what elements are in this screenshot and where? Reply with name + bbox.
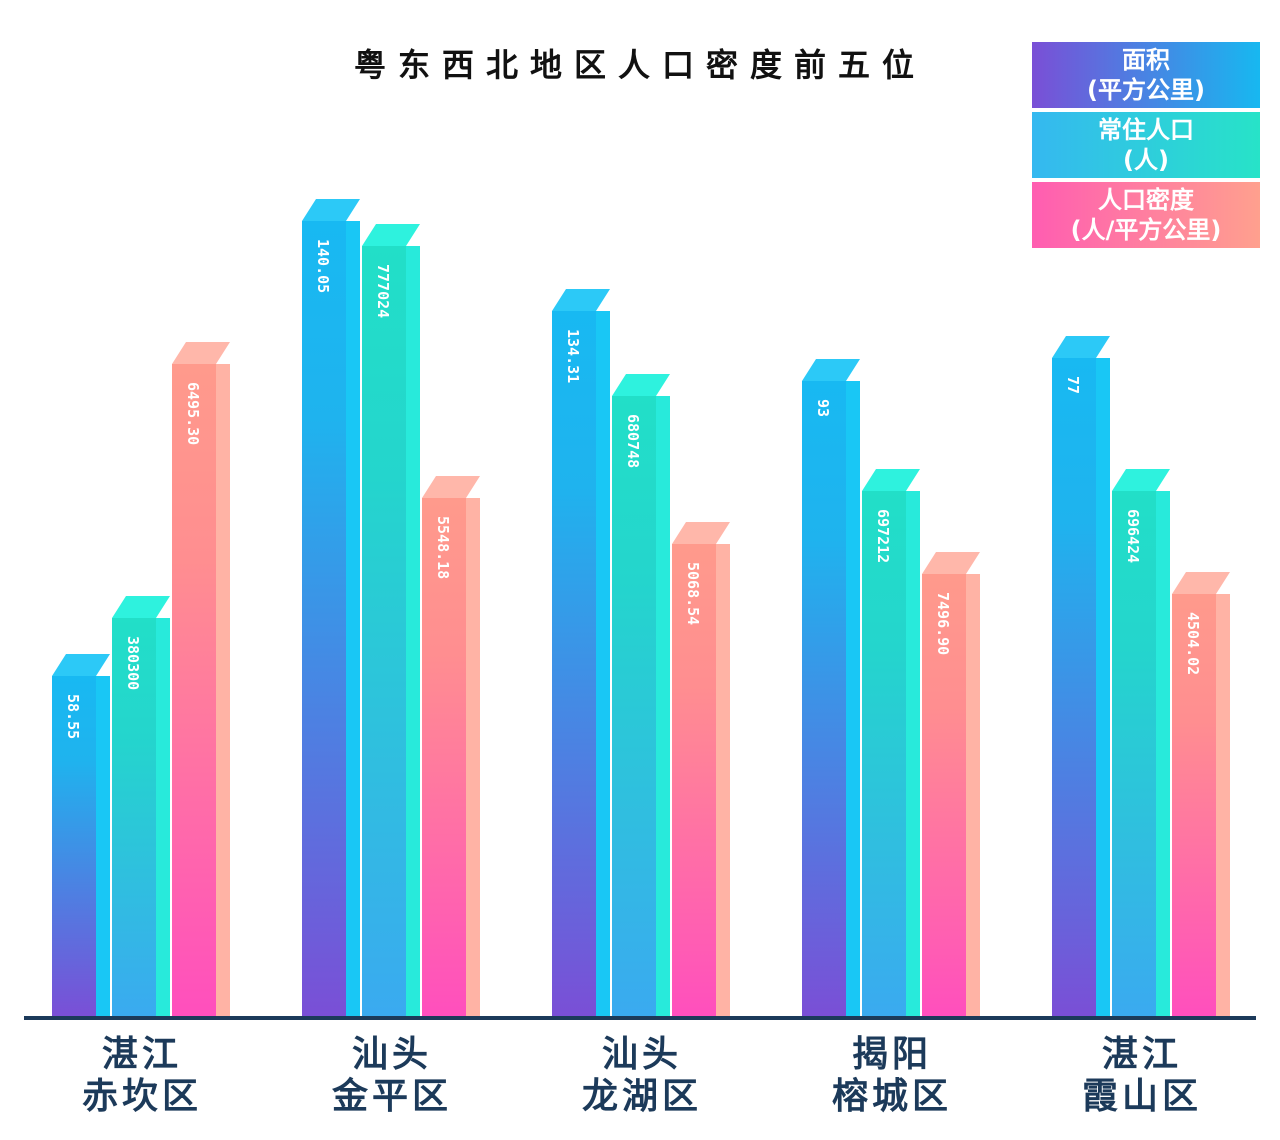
category-label: 湛江 霞山区 bbox=[1081, 1034, 1202, 1117]
legend-population: 常住人口 (人) bbox=[1032, 112, 1260, 178]
bar: 7496.90 bbox=[922, 552, 980, 1016]
category-label: 汕头 金平区 bbox=[331, 1034, 452, 1117]
bar-value-label: 58.55 bbox=[64, 694, 82, 740]
bar-value-label: 4504.02 bbox=[1184, 612, 1202, 676]
category-label: 湛江 赤坎区 bbox=[81, 1034, 202, 1117]
legend-area: 面积 (平方公里) bbox=[1032, 42, 1260, 108]
bar-value-label: 696424 bbox=[1124, 509, 1142, 564]
legend-unit: (人) bbox=[1123, 146, 1169, 174]
legend-unit: (人/平方公里) bbox=[1070, 216, 1222, 244]
legend-label: 人口密度 bbox=[1098, 186, 1194, 214]
bar: 380300 bbox=[112, 596, 170, 1016]
bar-value-label: 140.05 bbox=[314, 239, 332, 294]
bar: 697212 bbox=[862, 469, 920, 1016]
bar-value-label: 680748 bbox=[624, 414, 642, 469]
bar: 134.31 bbox=[552, 289, 610, 1016]
bar: 93 bbox=[802, 359, 860, 1016]
bar-value-label: 77 bbox=[1064, 376, 1082, 395]
bar: 5068.54 bbox=[672, 522, 730, 1016]
legend-unit: (平方公里) bbox=[1087, 76, 1205, 104]
legend-label: 面积 bbox=[1122, 46, 1170, 74]
legend-density: 人口密度 (人/平方公里) bbox=[1032, 182, 1260, 248]
bar: 680748 bbox=[612, 374, 670, 1016]
bar-value-label: 5548.18 bbox=[434, 516, 452, 580]
bar-value-label: 7496.90 bbox=[934, 592, 952, 656]
bar: 4504.02 bbox=[1172, 572, 1230, 1016]
chart-title: 粤东西北地区人口密度前五位 bbox=[353, 46, 926, 84]
x-axis bbox=[24, 1016, 1256, 1020]
category-label: 汕头 龙湖区 bbox=[581, 1034, 702, 1117]
bar-value-label: 697212 bbox=[874, 509, 892, 564]
bar-value-label: 6495.30 bbox=[184, 382, 202, 446]
bar: 6495.30 bbox=[172, 342, 230, 1016]
bar: 140.05 bbox=[302, 199, 360, 1016]
bar: 58.55 bbox=[52, 654, 110, 1016]
bar-value-label: 777024 bbox=[374, 264, 392, 319]
bar: 5548.18 bbox=[422, 476, 480, 1016]
category-label: 揭阳 榕城区 bbox=[831, 1034, 952, 1117]
bar-value-label: 134.31 bbox=[564, 329, 582, 384]
bar-value-label: 93 bbox=[814, 399, 832, 418]
bar: 696424 bbox=[1112, 469, 1170, 1016]
bar: 77 bbox=[1052, 336, 1110, 1016]
bar-value-label: 380300 bbox=[124, 636, 142, 691]
legend-label: 常住人口 bbox=[1098, 116, 1194, 144]
bar-value-label: 5068.54 bbox=[684, 562, 702, 626]
bar: 777024 bbox=[362, 224, 420, 1016]
legend: 面积 (平方公里) 常住人口 (人) 人口密度 (人/平方公里) bbox=[1032, 42, 1260, 252]
